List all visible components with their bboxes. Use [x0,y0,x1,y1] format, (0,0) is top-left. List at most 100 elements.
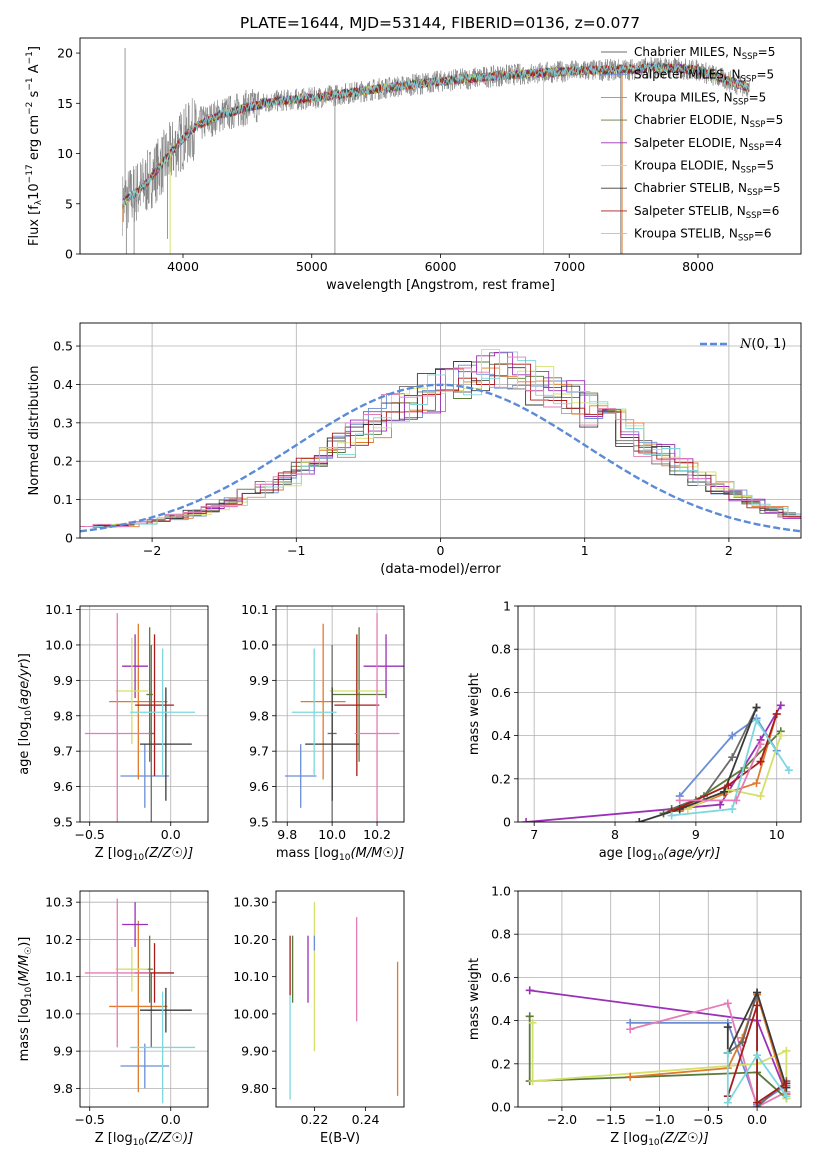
plot-area [122,48,750,254]
data-point [130,991,196,1104]
model-fit-kroupa-stelib [122,62,750,209]
series-line [687,735,782,810]
data-point [334,634,380,776]
plus-marker [752,779,761,788]
data-point [115,946,149,992]
y-tick-label: 0.6 [491,685,511,700]
legend-label: Salpeter MILES, NSSP=5 [634,68,774,85]
x-tick-label: 1 [581,543,589,558]
y-tick-label: 0.2 [491,1056,511,1071]
plus-marker [728,753,737,762]
plot-area [522,701,793,822]
histogram-salpeter-stelib [80,363,801,527]
spectrum-panel: 4000 5000 6000 7000 8000 0 5 10 15 20 Chabrier MIL… [25,37,802,293]
x-tick-label: 0.0 [161,827,181,842]
y-tick-label: 10.3 [45,895,73,910]
data-point [120,744,170,808]
legend: Chabrier MILES, NSSP=5 Salpeter MILES, NS… [601,45,783,244]
y-axis-label: mass weight [467,958,482,1040]
y-tick-label: 9.8 [53,708,73,723]
legend-label: Kroupa STELIB, NSSP=6 [634,227,772,244]
data-point [305,687,360,801]
plus-marker [752,716,761,725]
plus-marker [753,1051,762,1060]
weight-series [667,716,793,820]
y-tick-label: 9.6 [53,779,73,794]
y-tick-label: 9.9 [249,673,269,688]
y-tick-label: 0.4 [491,728,511,743]
series-line [671,718,790,817]
plus-marker [723,1049,732,1057]
plus-marker [772,710,781,718]
plus-marker [756,740,765,749]
data-point [146,627,153,762]
y-tick-label: 0.4 [53,377,73,392]
y-tick-label: 20 [57,46,73,61]
mass-vs-metallicity-panel: −0.5 0.0 9.8 9.9 10.0 10.1 10.2 10.3 Z [log10(Z/… [17,890,209,1148]
plot-area [525,986,791,1107]
plus-marker [776,701,785,710]
data-point [130,648,196,776]
plus-marker [528,1018,537,1027]
y-tick-label: 9.5 [53,815,73,830]
x-tick-label: −1 [287,543,305,558]
y-axis-label: mass [log10(M/M☉)] [17,937,34,1062]
y-tick-label: 0 [503,815,511,830]
plus-marker [675,796,684,805]
plus-marker [753,988,762,997]
weight-vs-age-panel: 7 8 9 10 0 0.2 0.4 0.6 0.8 1 age [log10(age/yr)] ma… [467,599,802,863]
x-tick-label: 0.0 [747,1112,767,1127]
x-tick-label: 7 [530,827,538,842]
axes-frame [517,605,802,823]
y-tick-label: 5 [65,196,73,211]
x-tick-label: −1.0 [644,1112,674,1127]
axes-frame [275,605,405,823]
plus-marker [753,1098,762,1107]
histogram-chabrier-miles [80,352,796,528]
legend-label: Salpeter ELODIE, NSSP=4 [634,136,782,153]
x-tick-label: −0.5 [75,1112,105,1127]
y-tick-label: 9.80 [241,1081,269,1096]
x-tick-label: 4000 [167,259,199,274]
y-tick-label: 0.8 [491,642,511,657]
plus-marker [782,1092,791,1101]
x-axis-label: Z [log10(Z/Z☉)] [95,846,193,863]
legend-label: Chabrier STELIB, NSSP=5 [634,181,781,198]
plot-area [84,613,196,822]
axes-frame [79,322,802,539]
data-point [120,1043,170,1089]
y-axis-label: mass weight [467,673,482,755]
legend-label: Kroupa ELODIE, NSSP=5 [634,159,774,176]
y-tick-label: 10.2 [45,932,73,947]
plus-marker [667,811,676,820]
y-tick-label: 10.30 [233,895,269,910]
axes-frame [79,37,802,255]
x-tick-label: 10.2 [363,827,391,842]
weight-series [675,740,765,805]
data-point [139,987,192,1033]
plus-marker [728,805,737,814]
legend-label: Chabrier MILES, NSSP=5 [634,45,775,62]
data-point [139,687,192,801]
legend-label: Chabrier ELODIE, NSSP=5 [634,113,783,130]
plus-marker [776,731,785,740]
x-axis-label: Z [log10(Z/Z☉)] [610,1131,708,1148]
series-line [528,1016,787,1100]
plus-marker [723,1098,732,1107]
x-tick-label: 0.0 [161,1112,181,1127]
x-tick-label: 0 [437,543,445,558]
axes-frame [275,890,405,1108]
y-tick-label: 10.1 [241,602,269,617]
x-tick-label: 8000 [682,259,714,274]
y-tick-label: 9.7 [249,744,269,759]
plus-marker [525,1012,534,1021]
y-tick-label: 9.6 [249,779,269,794]
x-tick-label: −0.5 [75,827,105,842]
plus-marker [782,1079,791,1088]
y-axis-label: Flux [fλ10−17 erg cm−2 s−1 A−1] [25,46,44,246]
y-tick-label: 10.0 [45,1006,73,1021]
series-line [629,1002,787,1107]
plus-marker [723,999,732,1008]
y-tick-label: 0.2 [53,454,73,469]
data-point [109,920,168,1093]
